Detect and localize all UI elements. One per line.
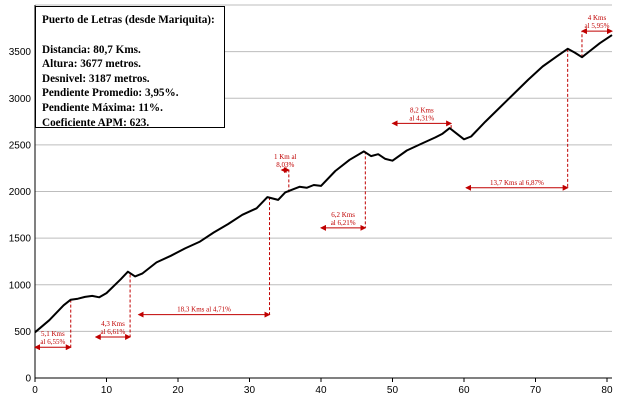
annotation-label: 4,3 Kms [101, 320, 125, 328]
y-tick-label: 0 [25, 374, 31, 385]
x-tick-labels: 0 10 20 30 40 50 60 70 80 [32, 385, 613, 396]
stat-average-gradient: Pendiente Promedio: 3,95%. [42, 87, 179, 100]
x-tick-label: 20 [172, 385, 184, 396]
y-tick-label: 3500 [9, 47, 32, 58]
annotation-label: al 5,95% [585, 22, 610, 30]
x-tick-label: 50 [387, 385, 399, 396]
y-tick-label: 1500 [9, 234, 32, 245]
chart-title: Puerto de Letras (desde Mariquita): [42, 14, 215, 26]
x-tick-label: 30 [244, 385, 256, 396]
route-info-box: Puerto de Letras (desde Mariquita): Dist… [35, 6, 225, 129]
y-tick-label: 500 [14, 327, 31, 338]
y-tick-label: 1000 [9, 280, 32, 291]
stat-max-gradient: Pendiente Máxima: 11%. [42, 101, 163, 114]
stat-distance: Distancia: 80,7 Kms. [42, 43, 141, 56]
y-tick-label: 2500 [9, 140, 32, 151]
annotation-label: 4 Kms [588, 14, 607, 22]
x-tick-label: 70 [530, 385, 542, 396]
annotation-label: 6,2 Kms [331, 211, 355, 219]
gradient-annotation: 18,3 Kms al 4,71% [137, 197, 271, 318]
annotation-label: 8,03% [276, 161, 294, 169]
x-tick-label: 60 [458, 385, 470, 396]
annotation-label: 8,2 Kms [410, 106, 434, 114]
gradient-annotation: 13,7 Kms al 6,87% [465, 48, 569, 191]
stat-apm-coefficient: Coeficiente APM: 623. [42, 116, 150, 129]
stat-altitude: Altura: 3677 metros. [42, 58, 141, 71]
annotation-label: al 4,31% [409, 114, 434, 122]
x-tick-label: 0 [32, 385, 38, 396]
x-tick-label: 40 [315, 385, 327, 396]
axes [34, 5, 612, 382]
elevation-series [34, 34, 613, 334]
stat-elevation-gain: Desnivel: 3187 metros. [42, 72, 150, 85]
y-tick-label: 3000 [9, 94, 32, 105]
annotation-label: 13,7 Kms al 6,87% [490, 179, 544, 187]
y-tick-label: 2000 [9, 187, 32, 198]
annotation-label: 18,3 Kms al 4,71% [177, 306, 231, 314]
elevation-line [34, 34, 613, 334]
annotation-label: al 6,21% [331, 219, 356, 227]
y-tick-labels: 0 500 1000 1500 2000 2500 3000 3500 [9, 47, 32, 384]
x-tick-label: 10 [101, 385, 113, 396]
annotation-label: al 6,61% [100, 328, 125, 336]
x-tick-label: 80 [601, 385, 613, 396]
annotation-label: 1 Km al [274, 153, 297, 161]
annotation-label: 5,1 Kms [41, 330, 65, 338]
annotation-label: al 6,55% [40, 338, 65, 346]
gradient-annotation: 1 Km al8,03% [274, 153, 297, 193]
